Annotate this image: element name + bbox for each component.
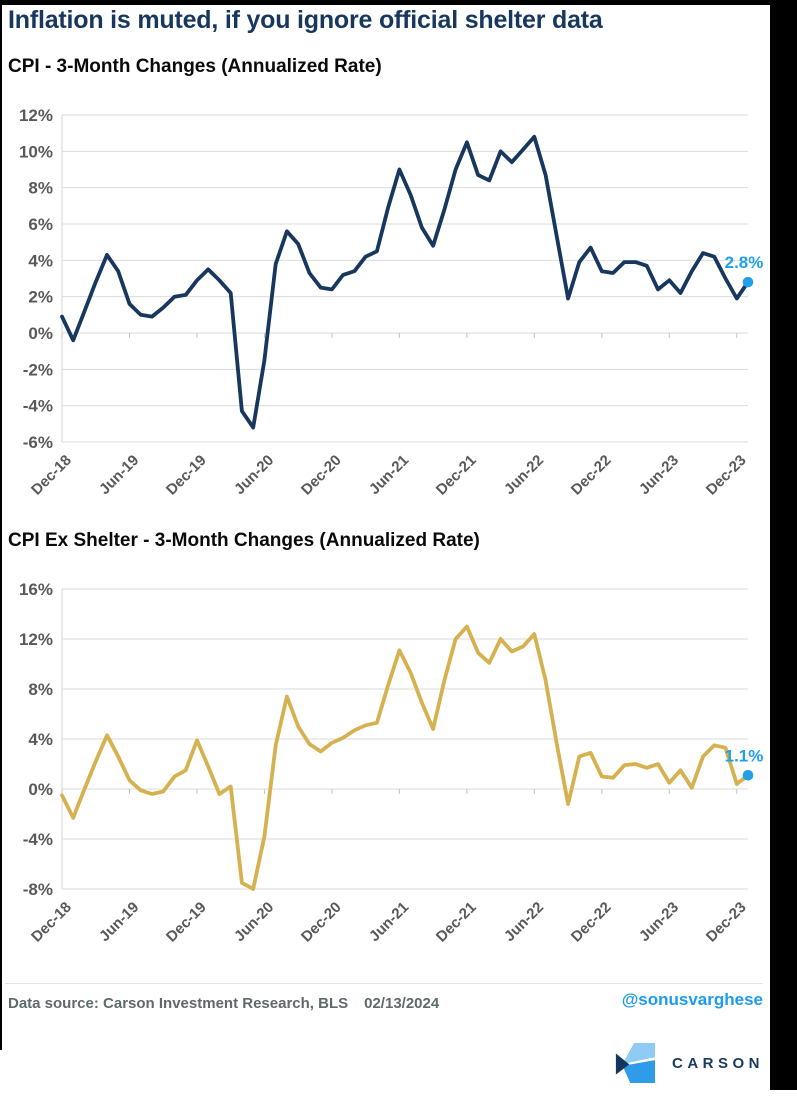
series-line	[60, 134, 750, 430]
chart-title-cpi: CPI - 3-Month Changes (Annualized Rate)	[8, 56, 382, 77]
y-axis-tick-label: -4%	[23, 830, 53, 849]
x-axis-tick-label: Dec-22	[568, 899, 615, 946]
y-axis-tick-label: 2%	[28, 288, 53, 307]
x-axis-tick-label: Dec-20	[298, 899, 345, 946]
data-source-text: Data source: Carson Investment Research,…	[8, 995, 349, 1012]
x-axis-tick-label: Dec-23	[703, 452, 750, 499]
x-axis-tick-label: Dec-19	[163, 452, 210, 499]
latest-value-label: 2.8%	[725, 253, 764, 272]
y-axis-tick-label: -4%	[23, 397, 53, 416]
carson-logo: CARSON	[614, 1042, 764, 1084]
x-axis-tick-label: Jun-22	[501, 452, 547, 498]
y-axis-tick-label: 12%	[19, 630, 53, 649]
y-axis-tick-label: 0%	[28, 780, 53, 799]
x-axis-tick-label: Dec-18	[28, 452, 75, 499]
x-axis-tick-label: Jun-20	[231, 899, 277, 945]
x-axis-tick-label: Dec-21	[433, 899, 480, 946]
y-axis-tick-label: -6%	[23, 433, 53, 452]
x-axis-tick-label: Dec-23	[703, 899, 750, 946]
x-axis-tick-label: Jun-21	[366, 899, 412, 945]
x-axis-tick-label: Jun-19	[96, 899, 142, 945]
page-title: Inflation is muted, if you ignore offici…	[8, 6, 603, 34]
series-line	[60, 624, 750, 891]
y-axis-tick-label: 12%	[19, 106, 53, 125]
x-axis-tick-label: Dec-21	[433, 452, 480, 499]
chart-title-cpi-ex-shelter: CPI Ex Shelter - 3-Month Changes (Annual…	[8, 530, 480, 551]
x-axis-tick-label: Jun-21	[366, 452, 412, 498]
latest-point-dot	[742, 769, 754, 781]
screenshot-border-right	[770, 0, 797, 1090]
x-axis-tick-label: Jun-22	[501, 899, 547, 945]
y-axis-tick-label: -2%	[23, 360, 53, 379]
x-axis-tick-label: Jun-23	[636, 452, 682, 498]
carson-logo-text: CARSON	[671, 1054, 764, 1072]
y-axis-tick-label: 8%	[28, 680, 53, 699]
x-axis-tick-label: Dec-22	[568, 452, 615, 499]
cpi-line-chart: 12% 10% 8% 6% 4% 2% 0% -2% -4% -6%Dec-18 Jun-19 Dec…	[19, 106, 764, 499]
x-axis-tick-label: Jun-20	[231, 452, 277, 498]
y-axis-tick-label: 6%	[28, 215, 53, 234]
y-axis-tick-label: 4%	[28, 730, 53, 749]
data-date: 02/13/2024	[364, 995, 440, 1012]
y-axis-tick-label: 4%	[28, 251, 53, 270]
x-axis-tick-label: Jun-19	[96, 452, 142, 498]
x-axis-tick-label: Dec-18	[28, 899, 75, 946]
x-axis-tick-label: Dec-19	[163, 899, 210, 946]
y-axis-tick-label: 10%	[19, 142, 53, 161]
carson-logo-icon	[615, 1042, 656, 1084]
y-axis-tick-label: 16%	[19, 580, 53, 599]
screenshot-border-left	[0, 0, 2, 1050]
y-axis-tick-label: 0%	[28, 324, 53, 343]
author-handle: @sonusvarghese	[621, 990, 763, 1009]
x-axis-tick-label: Jun-23	[636, 899, 682, 945]
y-axis-tick-label: -8%	[23, 880, 53, 899]
latest-point-dot	[742, 276, 754, 288]
footer-divider	[5, 983, 763, 984]
screenshot-border-top	[0, 0, 797, 5]
latest-value-label: 1.1%	[725, 746, 764, 765]
x-axis-tick-label: Dec-20	[298, 452, 345, 499]
data-source-note: Data source: Carson Investment Research,…	[8, 995, 439, 1012]
cpi-ex-shelter-line-chart: 16% 12% 8% 4% 0% -4% -8%Dec-18 Jun-19 Dec-19 Jun-…	[19, 580, 764, 946]
y-axis-tick-label: 8%	[28, 179, 53, 198]
